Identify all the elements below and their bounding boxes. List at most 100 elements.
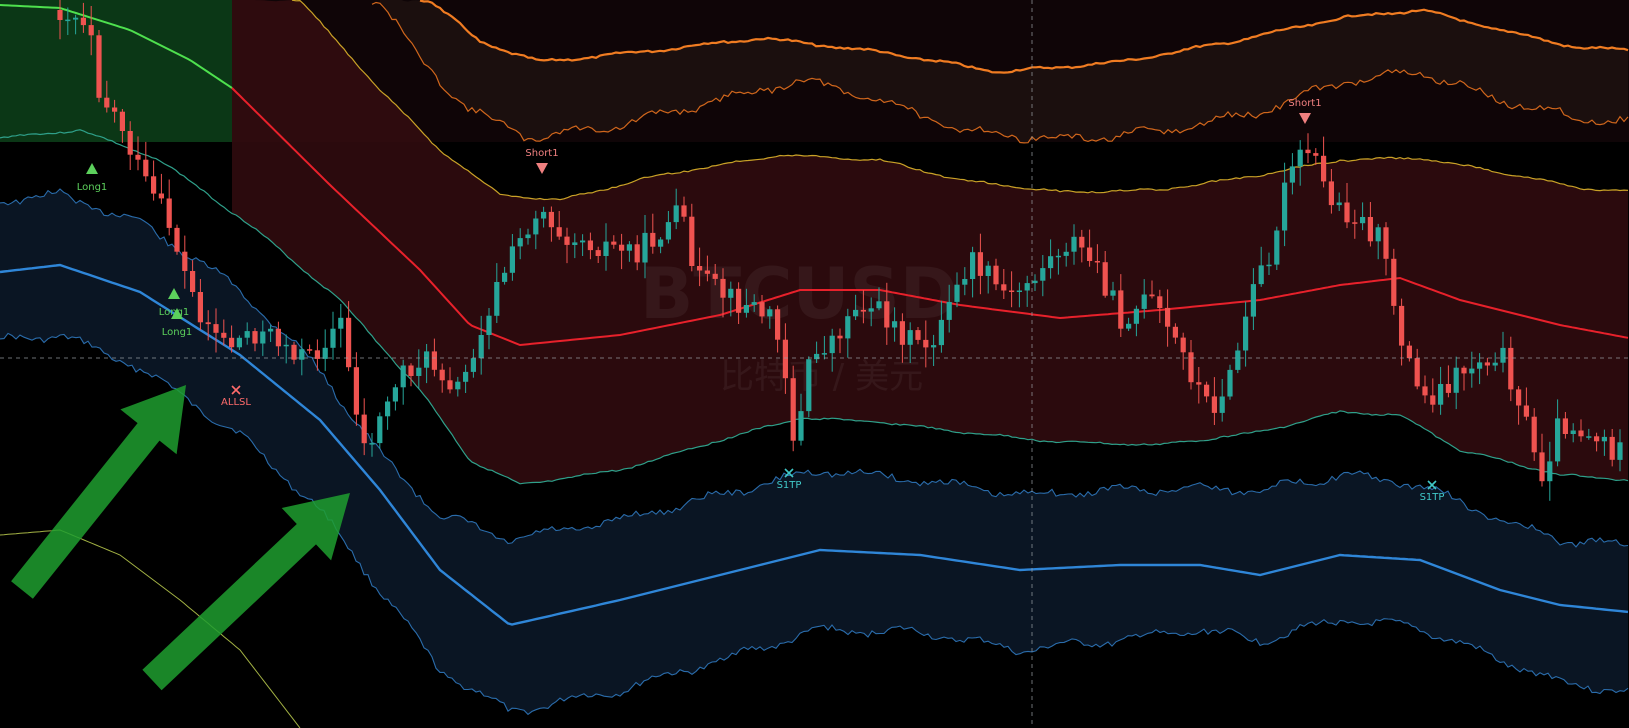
candle-body [665,222,671,240]
candle [1087,229,1093,267]
signal-label: S1TP [777,480,802,491]
candle-body [1266,264,1272,267]
candle [564,227,570,264]
candle [244,322,250,345]
candle-body [673,205,679,223]
candle-body [486,315,492,335]
candle [291,341,297,365]
candle-body [1391,258,1397,306]
candle [876,287,882,311]
candle-body [1079,236,1085,248]
long-triangle-icon [86,163,98,174]
candle [658,237,664,254]
candle-body [1188,352,1194,383]
candle [1547,441,1553,501]
candle-body [1445,384,1451,393]
candle [751,294,757,312]
candle [80,2,86,33]
candle-body [1360,217,1366,224]
candle-body [884,301,890,328]
candle-body [1422,386,1428,396]
candle [346,301,352,372]
candle [1617,429,1623,472]
candle-body [119,111,125,131]
candle-body [853,309,859,317]
candle [1094,244,1100,274]
candle [1266,252,1272,275]
candle-body [1570,430,1576,434]
candle-body [736,288,742,313]
candle-body [915,330,921,340]
candle [837,328,843,354]
candle-body [1102,262,1108,296]
candle [814,341,820,363]
candle [112,99,118,123]
candle [892,307,898,342]
candle-body [283,344,289,347]
candle-body [1001,284,1007,291]
candle-body [728,288,734,298]
candle-body [634,244,640,263]
candle-body [899,321,905,345]
lower-band-fill [0,189,1628,715]
candle [73,14,79,35]
candle [1196,367,1202,404]
candle-body [1258,265,1264,285]
candle-body [642,232,648,263]
candle-body [1430,395,1436,405]
candle-body [1539,452,1545,482]
band-teal [0,129,1629,485]
candle-body [1617,442,1623,460]
candle [572,233,578,259]
signal-label: Short1 [1288,98,1321,109]
candle-body [1063,251,1069,256]
candle [1570,423,1576,443]
candle [408,363,414,387]
candle-body [447,380,453,390]
candle-body [1235,350,1241,370]
candle [1594,432,1600,452]
candle-body [1204,384,1210,397]
candle-body [790,378,796,441]
candle-body [970,252,976,279]
candle [915,327,921,345]
candle [1282,162,1288,247]
candle [1336,192,1342,211]
candle-body [268,328,274,332]
candle [673,188,679,230]
candle [806,356,812,418]
candle [252,328,258,352]
candle-body [954,284,960,302]
signal-label: S1TP [1420,492,1445,503]
candle-body [611,241,617,245]
candle-body [1250,284,1256,317]
candle-body [1196,382,1202,385]
candle-body [1094,261,1100,263]
candle [236,335,242,350]
candle-body [931,345,937,348]
candle [1102,251,1108,298]
candle-body [1165,307,1171,327]
band-blue-outer [0,332,1629,716]
candle [1414,348,1420,390]
candle [868,297,874,327]
annotation-arrows [11,385,350,691]
candle [993,258,999,291]
candle [1531,408,1537,461]
candle [1508,336,1514,402]
candle [1227,364,1233,400]
signal-long-1: Long1 [77,163,107,193]
candle [96,30,102,103]
candle [517,228,523,260]
candle [611,235,617,249]
candle-body [65,19,71,22]
candle [104,80,110,113]
candle-body [1383,227,1389,259]
candle [985,261,991,294]
candle [205,310,211,341]
candle [353,352,359,426]
candle-body [1469,368,1475,374]
candle-body [307,349,313,351]
